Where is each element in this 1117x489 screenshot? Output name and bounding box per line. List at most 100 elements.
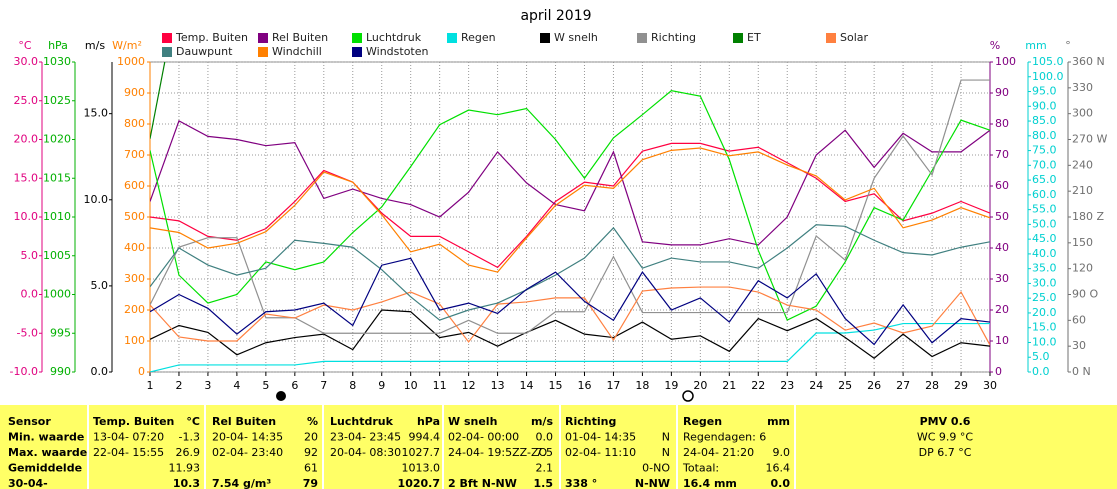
table-header: Luchtdruk xyxy=(330,415,394,428)
table-cell: WC 9.9 °C xyxy=(917,431,974,444)
moon-new xyxy=(682,390,694,402)
y-tick-label: 25.0 xyxy=(1032,291,1057,304)
x-tick-label: 3 xyxy=(204,379,211,392)
series-line xyxy=(150,309,990,359)
table-cell: -1.3 xyxy=(179,431,200,444)
legend-label: Temp. Buiten xyxy=(175,31,248,44)
legend-label: Windchill xyxy=(272,45,322,58)
legend-label: ET xyxy=(747,31,761,44)
table-cell: 02-04- 11:10 xyxy=(565,446,636,459)
legend-swatch xyxy=(258,33,268,43)
table-header: Richting xyxy=(565,415,616,428)
y-tick-label: 1005 xyxy=(43,249,71,262)
table-cell: Max. waarde xyxy=(8,446,87,459)
y-tick-label: 0 xyxy=(138,365,145,378)
y-tick-label: 0 xyxy=(995,365,1002,378)
axis-unit: m/s xyxy=(85,39,105,52)
x-tick-label: 8 xyxy=(349,379,356,392)
x-tick-label: 29 xyxy=(954,379,968,392)
y-tick-label: 995 xyxy=(50,326,71,339)
x-tick-label: 22 xyxy=(751,379,765,392)
table-cell: 20-04- 08:30 xyxy=(330,446,401,459)
y-tick-label: 500 xyxy=(124,210,145,223)
y-tick-label: 180 Z xyxy=(1072,210,1104,223)
table-cell: DP 6.7 °C xyxy=(919,446,972,459)
table-cell: 1013.0 xyxy=(402,462,441,475)
table-cell: 16.4 mm xyxy=(683,477,737,489)
chart-title: april 2019 xyxy=(520,8,591,24)
y-tick-label: 1015 xyxy=(43,171,71,184)
legend-swatch xyxy=(352,47,362,57)
table-cell: 02-04- 23:40 xyxy=(212,446,283,459)
table-cell: Totaal: xyxy=(682,462,719,475)
legend-label: Windstoten xyxy=(366,45,428,58)
table-cell: N xyxy=(662,446,670,459)
table-header: Regen xyxy=(683,415,722,428)
x-tick-label: 13 xyxy=(491,379,505,392)
y-tick-label: 0.0 xyxy=(21,288,39,301)
y-tick-label: 0.0 xyxy=(91,365,109,378)
legend-swatch xyxy=(540,33,550,43)
y-tick-label: 5.0 xyxy=(91,279,109,292)
x-tick-label: 24 xyxy=(809,379,823,392)
y-tick-label: 990 xyxy=(50,365,71,378)
y-tick-label: 600 xyxy=(124,179,145,192)
x-tick-label: 4 xyxy=(233,379,240,392)
moon-full xyxy=(276,391,286,401)
y-tick-label: 100 xyxy=(995,55,1016,68)
table-header: mm xyxy=(767,415,790,428)
table-cell: 13-04- 07:20 xyxy=(93,431,164,444)
x-tick-label: 2 xyxy=(175,379,182,392)
table-header: hPa xyxy=(417,415,440,428)
y-tick-label: 50 xyxy=(995,210,1009,223)
table-cell: 24-04- 19:5ZZ-ZO xyxy=(448,446,548,459)
y-tick-label: 800 xyxy=(124,117,145,130)
table-cell: 11.93 xyxy=(169,462,201,475)
table-cell: 0.0 xyxy=(536,431,554,444)
table-cell: 2 Bft N-NW xyxy=(448,477,517,489)
y-tick-label: 1000 xyxy=(43,288,71,301)
table-cell: 30-04- xyxy=(8,477,48,489)
y-tick-label: 20.0 xyxy=(14,133,39,146)
y-tick-label: 80.0 xyxy=(1032,129,1057,142)
axis-unit: mm xyxy=(1025,39,1046,52)
table-header: W snelh xyxy=(448,415,497,428)
table-cell: Min. waarde xyxy=(8,431,84,444)
legend-label: Dauwpunt xyxy=(176,45,233,58)
series-line xyxy=(150,322,990,372)
table-header: m/s xyxy=(531,415,553,428)
series-line xyxy=(150,142,990,269)
y-tick-label: 400 xyxy=(124,241,145,254)
y-tick-label: 5.0 xyxy=(1032,350,1050,363)
y-tick-label: 55.0 xyxy=(1032,203,1057,216)
y-tick-label: 45.0 xyxy=(1032,232,1057,245)
series-line xyxy=(150,90,990,321)
series-line xyxy=(150,147,990,273)
table-cell: 26.9 xyxy=(176,446,201,459)
y-tick-label: 0 N xyxy=(1072,365,1091,378)
legend-swatch xyxy=(733,33,743,43)
y-tick-label: 150 xyxy=(1072,236,1093,249)
table-cell: 7.54 g/m³ xyxy=(212,477,271,489)
table-cell: Regendagen: 6 xyxy=(683,431,766,444)
legend-label: Richting xyxy=(651,31,696,44)
y-tick-label: 35.0 xyxy=(1032,262,1057,275)
table-cell: 20 xyxy=(304,431,318,444)
x-tick-label: 12 xyxy=(462,379,476,392)
y-tick-label: 10.0 xyxy=(14,210,39,223)
y-tick-label: 25.0 xyxy=(14,94,39,107)
x-tick-label: 6 xyxy=(291,379,298,392)
table-cell: 1.5 xyxy=(534,477,554,489)
y-tick-label: 15.0 xyxy=(1032,321,1057,334)
y-tick-label: 10.0 xyxy=(84,193,109,206)
series-group xyxy=(150,62,990,372)
y-tick-label: 70 xyxy=(995,148,1009,161)
y-tick-label: 0.0 xyxy=(1032,365,1050,378)
x-tick-label: 28 xyxy=(925,379,939,392)
y-tick-label: 30 xyxy=(1072,339,1086,352)
table-cell: 7.5 xyxy=(536,446,554,459)
table-cell: 61 xyxy=(304,462,318,475)
y-tick-label: 900 xyxy=(124,86,145,99)
table-cell: 1020.7 xyxy=(398,477,440,489)
